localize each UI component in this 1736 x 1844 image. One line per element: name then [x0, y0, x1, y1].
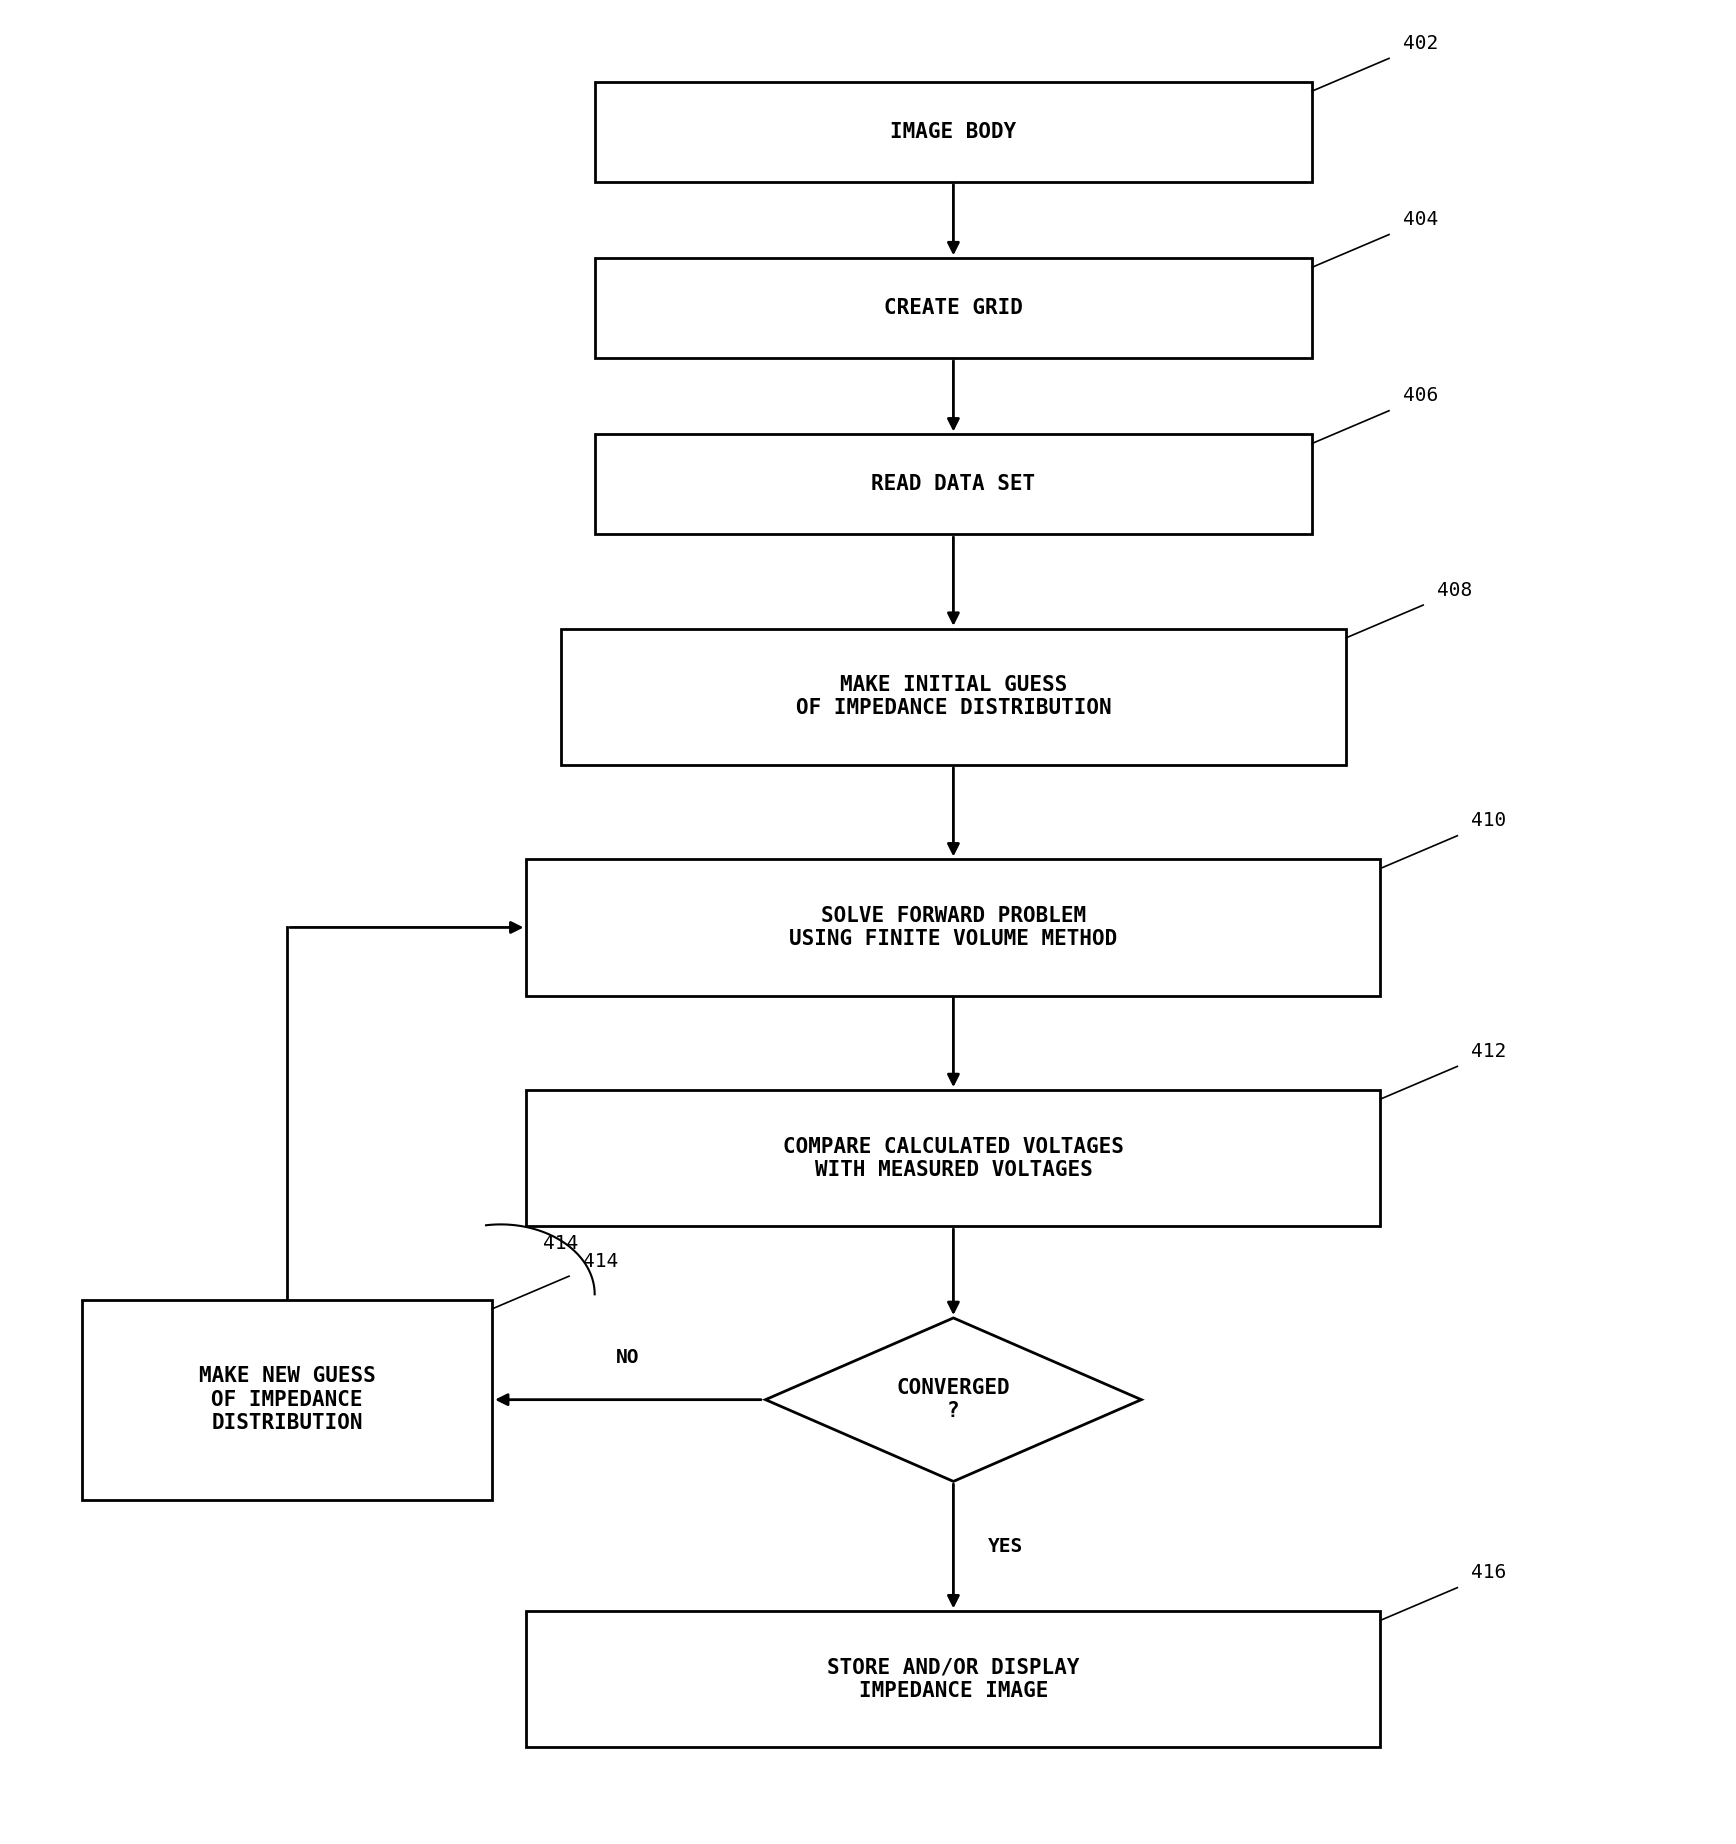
Text: 410: 410: [1470, 811, 1507, 830]
Text: 414: 414: [583, 1252, 618, 1271]
Text: 408: 408: [1437, 581, 1472, 599]
Text: 416: 416: [1470, 1564, 1507, 1582]
Text: YES: YES: [988, 1536, 1023, 1556]
Text: NO: NO: [616, 1348, 641, 1366]
Bar: [526, 859, 1380, 996]
Polygon shape: [766, 1318, 1141, 1481]
Text: 404: 404: [1403, 210, 1437, 229]
Bar: [595, 435, 1312, 535]
Bar: [526, 1612, 1380, 1748]
Bar: [595, 81, 1312, 183]
Text: 414: 414: [543, 1234, 578, 1252]
Bar: [595, 258, 1312, 358]
Text: SOLVE FORWARD PROBLEM
USING FINITE VOLUME METHOD: SOLVE FORWARD PROBLEM USING FINITE VOLUM…: [790, 905, 1118, 950]
Text: 406: 406: [1403, 385, 1437, 406]
Text: MAKE INITIAL GUESS
OF IMPEDANCE DISTRIBUTION: MAKE INITIAL GUESS OF IMPEDANCE DISTRIBU…: [795, 675, 1111, 719]
Text: STORE AND/OR DISPLAY
IMPEDANCE IMAGE: STORE AND/OR DISPLAY IMPEDANCE IMAGE: [826, 1658, 1080, 1700]
Bar: [561, 629, 1347, 765]
Text: CREATE GRID: CREATE GRID: [884, 299, 1023, 319]
Text: 412: 412: [1470, 1042, 1507, 1060]
Text: CONVERGED
?: CONVERGED ?: [896, 1377, 1010, 1422]
Text: READ DATA SET: READ DATA SET: [871, 474, 1035, 494]
Bar: [82, 1300, 493, 1499]
Text: 402: 402: [1403, 33, 1437, 53]
Bar: [526, 1090, 1380, 1226]
Text: IMAGE BODY: IMAGE BODY: [891, 122, 1017, 142]
Text: COMPARE CALCULATED VOLTAGES
WITH MEASURED VOLTAGES: COMPARE CALCULATED VOLTAGES WITH MEASURE…: [783, 1136, 1123, 1180]
Text: MAKE NEW GUESS
OF IMPEDANCE
DISTRIBUTION: MAKE NEW GUESS OF IMPEDANCE DISTRIBUTION: [200, 1366, 375, 1433]
